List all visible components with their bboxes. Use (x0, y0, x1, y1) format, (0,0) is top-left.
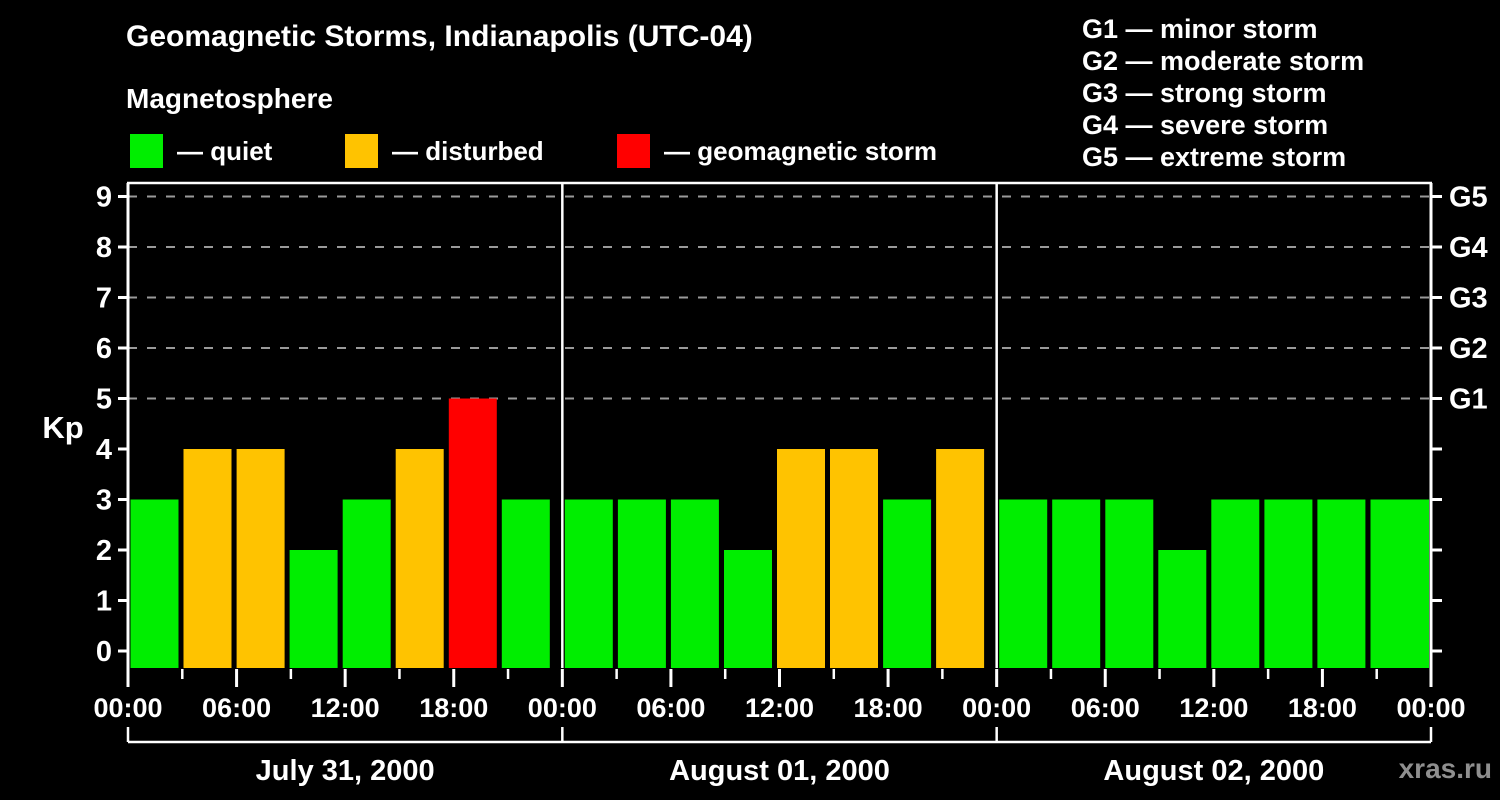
g-scale-label: G1 (1449, 384, 1488, 416)
time-label: 00:00 (962, 693, 1031, 723)
legend-label-storm: — geomagnetic storm (664, 135, 938, 166)
time-label: 06:00 (636, 693, 705, 723)
storm-scale-item-g1: G1 — minor storm (1082, 14, 1318, 44)
kp-bar (448, 398, 497, 668)
kp-axis-title: Kp (42, 410, 83, 445)
kp-bar (1370, 499, 1419, 668)
y-axis-label: 9 (96, 182, 112, 214)
chart-subtitle: Magnetosphere (126, 83, 333, 114)
kp-bar (999, 499, 1048, 668)
kp-bar (1264, 499, 1313, 668)
kp-bar (395, 449, 444, 668)
kp-bar (1052, 499, 1101, 668)
storm-scale-item-g3: G3 — strong storm (1082, 78, 1327, 108)
kp-bar (936, 449, 985, 668)
kp-bar (777, 449, 825, 668)
storm-scale-item-g2: G2 — moderate storm (1082, 46, 1365, 76)
time-label: 18:00 (854, 693, 923, 723)
y-axis-label: 6 (96, 333, 112, 365)
g-scale-label: G5 (1449, 182, 1488, 214)
storm-scale-legend: G1 — minor storm G2 — moderate storm G3 … (1082, 13, 1364, 173)
kp-bar (183, 449, 232, 668)
quiet-color-swatch (130, 134, 163, 168)
y-axis-label: 3 (96, 485, 112, 517)
kp-bar-partial (1417, 499, 1429, 668)
g-scale-label: G4 (1449, 232, 1488, 264)
y-axis-label: 8 (96, 232, 112, 264)
kp-bar (1211, 499, 1260, 668)
g-scale-label: G3 (1449, 283, 1488, 315)
date-label: August 01, 2000 (669, 755, 890, 787)
kp-bar (236, 449, 285, 668)
kp-bar (670, 499, 719, 668)
date-label: August 02, 2000 (1103, 755, 1324, 787)
y-axis-label: 0 (96, 636, 112, 668)
time-label: 00:00 (1396, 693, 1465, 723)
kp-bar (1317, 499, 1366, 668)
time-label: 00:00 (93, 693, 162, 723)
kp-bar (130, 499, 179, 668)
kp-bar (1105, 499, 1154, 668)
g-scale-label: G2 (1449, 333, 1488, 365)
kp-bar (289, 550, 338, 668)
y-axis-label: 1 (96, 586, 112, 618)
legend-item-quiet: — quiet (130, 133, 272, 169)
kp-bar (1158, 550, 1207, 668)
page-title: Geomagnetic Storms, Indianapolis (UTC-04… (126, 20, 753, 53)
disturbed-color-swatch (345, 134, 378, 168)
time-label: 18:00 (419, 693, 488, 723)
storm-scale-item-g5: G5 — extreme storm (1082, 142, 1347, 172)
time-label: 18:00 (1288, 693, 1357, 723)
kp-bar (501, 499, 550, 668)
time-label: 00:00 (528, 693, 597, 723)
kp-bar (617, 499, 666, 668)
kp-bar (564, 499, 613, 668)
time-label: 06:00 (1071, 693, 1140, 723)
storm-color-swatch (617, 134, 650, 168)
time-label: 12:00 (745, 693, 814, 723)
legend-label-disturbed: — disturbed (392, 135, 544, 166)
time-label: 12:00 (1179, 693, 1248, 723)
y-axis-label: 7 (96, 283, 112, 315)
legend-item-storm: — geomagnetic storm (617, 133, 937, 169)
legend-item-disturbed: — disturbed (345, 133, 544, 169)
kp-bar (883, 499, 932, 668)
watermark: xras.ru (1398, 753, 1492, 784)
y-axis-label: 4 (96, 434, 112, 466)
y-axis-label: 5 (96, 384, 112, 416)
kp-bar (830, 449, 878, 668)
kp-bar (342, 499, 391, 668)
time-label: 12:00 (311, 693, 380, 723)
storm-scale-item-g4: G4 — severe storm (1082, 110, 1329, 140)
legend-label-quiet: — quiet (177, 135, 273, 166)
kp-bar (724, 550, 772, 668)
date-label: July 31, 2000 (256, 755, 435, 787)
y-axis-label: 2 (96, 535, 112, 567)
time-label: 06:00 (202, 693, 271, 723)
